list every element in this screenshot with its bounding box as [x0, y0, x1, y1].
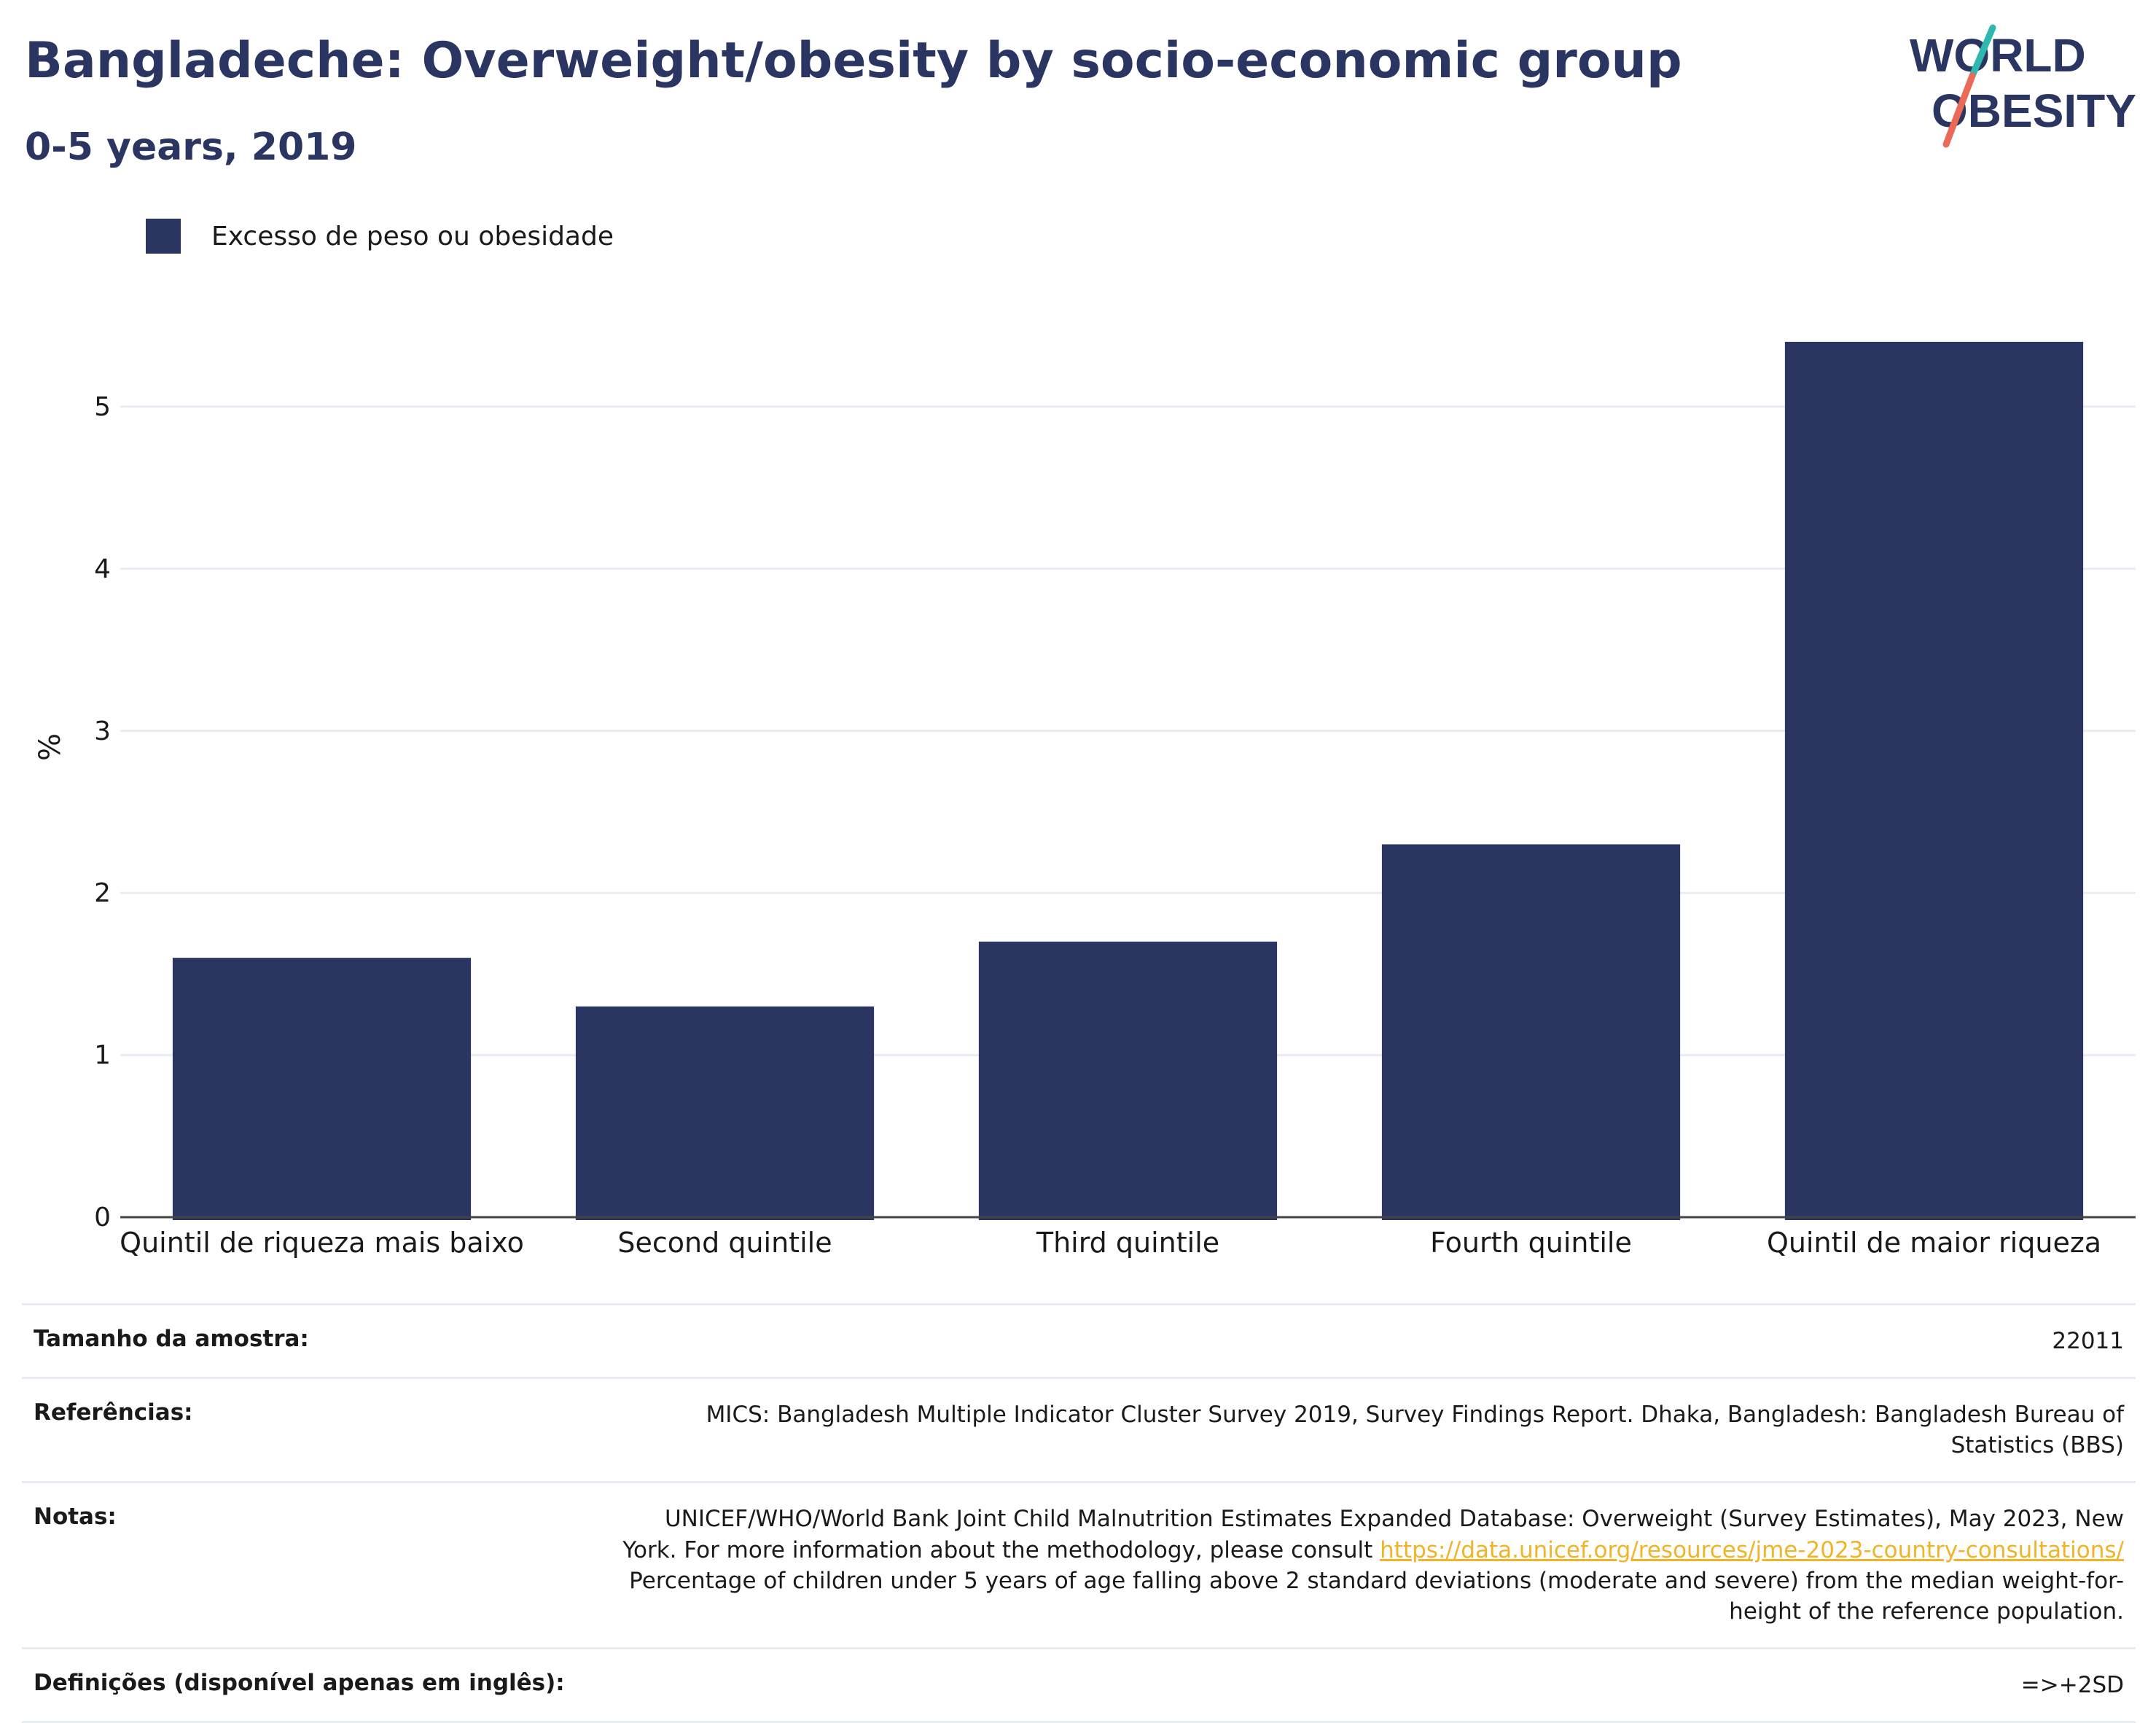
- notes-label: Notas:: [34, 1504, 117, 1531]
- logo-accent-coral: [1942, 72, 1976, 148]
- info-row-definitions: Definições (disponível apenas em inglês)…: [22, 1647, 2136, 1723]
- chart-title: Bangladeche: Overweight/obesity by socio…: [25, 32, 1682, 90]
- logo-word-world: WORLD: [1910, 29, 2086, 82]
- info-row-notes: Notas: UNICEF/WHO/World Bank Joint Child…: [22, 1481, 2136, 1647]
- notes-text-1: UNICEF/WHO/World Bank Joint Child Malnut…: [622, 1506, 2124, 1563]
- chart-legend[interactable]: Excesso de peso ou obesidade: [146, 214, 614, 258]
- legend-label: Excesso de peso ou obesidade: [211, 221, 614, 251]
- y-tick-label: 4: [94, 554, 111, 584]
- bar: [172, 958, 472, 1220]
- definitions-label: Definições (disponível apenas em inglês)…: [34, 1670, 565, 1697]
- bar: [978, 941, 1278, 1220]
- sample-label: Tamanho da amostra:: [34, 1326, 309, 1352]
- logo-accent-teal: [1969, 24, 1996, 79]
- info-row-references: Referências: MICS: Bangladesh Multiple I…: [22, 1377, 2136, 1481]
- y-tick-label: 5: [94, 392, 111, 422]
- x-tick-label: Quintil de maior riqueza: [1767, 1227, 2101, 1259]
- x-tick-label: Quintil de riqueza mais baixo: [120, 1227, 524, 1259]
- definitions-value: =>+2SD: [2020, 1672, 2124, 1699]
- bar-chart: 0 1 2 3 4 5% Quintil de riqueza mais baixo Seco…: [34, 341, 2136, 1259]
- info-table: Tamanho da amostra: 22011 Referências: M…: [22, 1303, 2136, 1723]
- x-tick-label: Second quintile: [617, 1227, 832, 1259]
- bar: [575, 1006, 875, 1220]
- y-tick-label: 3: [94, 716, 111, 746]
- bar: [1784, 341, 2084, 1220]
- info-row-sample: Tamanho da amostra: 22011: [22, 1303, 2136, 1377]
- world-obesity-logo[interactable]: WORLD OBESITY: [1902, 20, 2143, 159]
- bar: [1381, 844, 1681, 1220]
- y-tick-label: 0: [94, 1203, 111, 1232]
- y-axis-title: %: [34, 733, 67, 761]
- legend-swatch: [146, 219, 181, 254]
- x-tick-label: Fourth quintile: [1430, 1227, 1632, 1259]
- notes-value: UNICEF/WHO/World Bank Joint Child Malnut…: [608, 1504, 2124, 1627]
- x-tick-label: Third quintile: [1036, 1227, 1219, 1259]
- y-tick-label: 1: [94, 1041, 111, 1071]
- sample-value: 22011: [2052, 1328, 2124, 1354]
- y-tick-label: 2: [94, 878, 111, 908]
- methodology-link[interactable]: https://data.unicef.org/resources/jme-20…: [1380, 1536, 2124, 1563]
- references-label: Referências:: [34, 1399, 193, 1426]
- chart-subtitle: 0-5 years, 2019: [25, 125, 357, 169]
- references-value: MICS: Bangladesh Multiple Indicator Clus…: [706, 1402, 2124, 1459]
- notes-text-2: Percentage of children under 5 years of …: [629, 1567, 2124, 1625]
